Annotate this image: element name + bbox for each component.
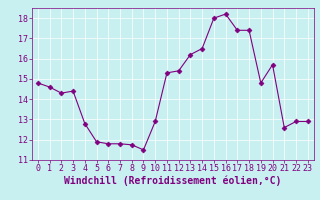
X-axis label: Windchill (Refroidissement éolien,°C): Windchill (Refroidissement éolien,°C) [64, 176, 282, 186]
